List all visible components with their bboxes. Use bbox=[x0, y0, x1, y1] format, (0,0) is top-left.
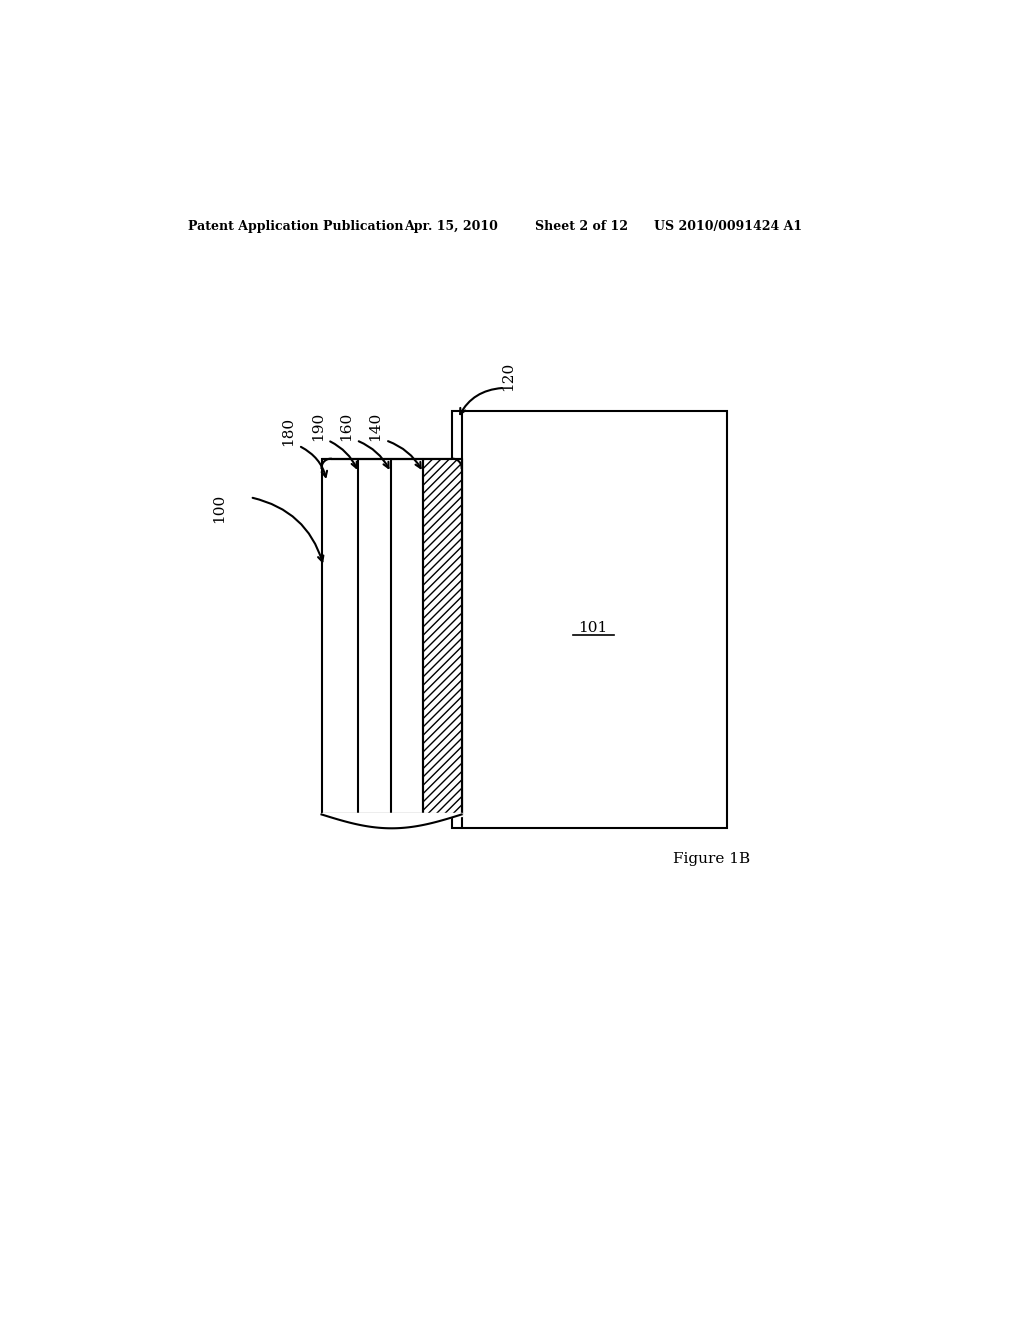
Bar bbox=[423, 459, 462, 814]
Text: 101: 101 bbox=[578, 622, 607, 635]
Text: 160: 160 bbox=[339, 412, 353, 441]
Text: 100: 100 bbox=[212, 494, 226, 523]
Text: Apr. 15, 2010: Apr. 15, 2010 bbox=[403, 219, 498, 232]
Text: US 2010/0091424 A1: US 2010/0091424 A1 bbox=[654, 219, 802, 232]
Text: Patent Application Publication: Patent Application Publication bbox=[188, 219, 403, 232]
Bar bbox=[453, 411, 727, 829]
Polygon shape bbox=[322, 814, 462, 828]
Text: 140: 140 bbox=[369, 412, 382, 441]
Bar bbox=[322, 459, 462, 814]
Text: 120: 120 bbox=[501, 362, 515, 391]
Text: 190: 190 bbox=[310, 412, 325, 441]
Text: Figure 1B: Figure 1B bbox=[674, 853, 751, 866]
Polygon shape bbox=[322, 813, 462, 816]
Text: 180: 180 bbox=[282, 417, 295, 446]
Text: Sheet 2 of 12: Sheet 2 of 12 bbox=[535, 219, 628, 232]
